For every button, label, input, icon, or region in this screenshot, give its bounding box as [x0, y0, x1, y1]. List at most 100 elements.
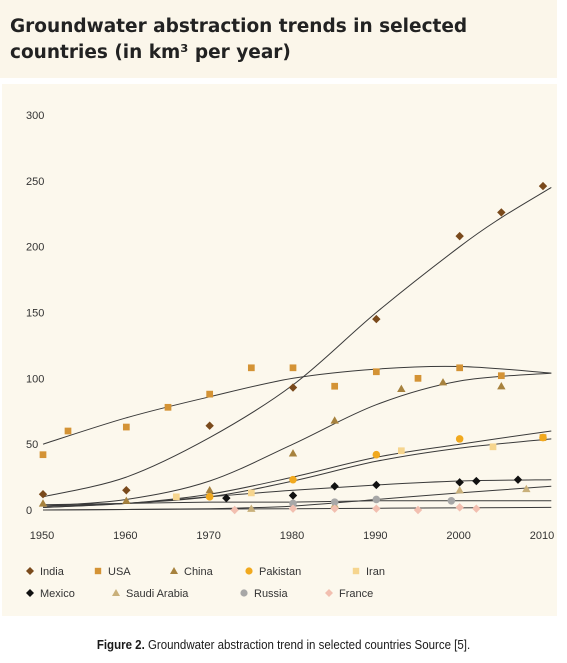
legend-label-pakistan: Pakistan: [259, 566, 301, 578]
point-usa: [247, 364, 255, 372]
legend-label-usa: USA: [108, 566, 131, 578]
point-usa: [39, 451, 47, 459]
legend-marker-saudi-arabia: [112, 589, 120, 596]
trend-line-usa: [42, 365, 552, 445]
legend-label-india: India: [40, 566, 65, 578]
legend-marker-iran: [352, 567, 360, 575]
x-tick-label: 1990: [363, 530, 387, 542]
point-iran: [172, 493, 180, 501]
point-russia: [447, 497, 456, 505]
point-usa: [372, 368, 380, 376]
legend-marker-pakistan: [245, 567, 253, 575]
point-china: [330, 416, 339, 424]
point-france: [230, 505, 239, 515]
point-india: [372, 314, 381, 324]
point-usa: [64, 427, 72, 435]
point-usa: [331, 382, 339, 390]
y-tick-label: 200: [26, 242, 44, 254]
x-tick-label: 1960: [113, 530, 137, 542]
point-india: [288, 383, 298, 392]
point-usa: [164, 403, 172, 411]
point-france: [413, 505, 423, 515]
legend-item-iran: Iran: [352, 566, 385, 578]
legend-item-mexico: Mexico: [26, 588, 75, 600]
point-usa: [206, 390, 214, 398]
point-russia: [330, 498, 339, 506]
point-india: [497, 208, 506, 217]
point-india: [38, 490, 48, 499]
point-usa: [122, 423, 130, 431]
y-tick-label: 50: [26, 439, 38, 451]
legend-label-iran: Iran: [366, 566, 385, 578]
legend-label-russia: Russia: [254, 588, 289, 600]
legend-item-france: France: [325, 588, 373, 600]
legend-item-russia: Russia: [240, 588, 289, 600]
point-pakistan: [289, 475, 297, 484]
legend-marker-china: [170, 567, 178, 574]
caption-text: Groundwater abstraction trend in selecte…: [144, 638, 471, 652]
point-usa: [456, 364, 464, 372]
point-france: [330, 504, 339, 513]
legend-marker-usa: [94, 567, 102, 575]
point-usa: [497, 372, 505, 380]
x-tick-label: 1950: [30, 530, 54, 542]
x-tick-label: 2000: [446, 530, 470, 542]
legend-marker-russia: [240, 589, 248, 597]
legend-label-mexico: Mexico: [40, 588, 75, 600]
point-france: [472, 504, 481, 513]
point-mexico: [288, 491, 298, 500]
point-china: [205, 486, 214, 494]
point-mexico: [222, 493, 231, 503]
point-india: [205, 421, 214, 430]
point-pakistan: [455, 435, 464, 443]
point-mexico: [455, 478, 464, 487]
y-tick-label: 300: [26, 110, 44, 122]
point-mexico: [513, 475, 523, 484]
point-china: [288, 449, 298, 457]
point-mexico: [372, 480, 381, 490]
caption-label: Figure 2.: [96, 638, 145, 652]
point-france: [288, 504, 298, 513]
legend-item-saudi-arabia: Saudi Arabia: [112, 588, 189, 600]
chart-title: Groundwater abstraction trends in select…: [10, 16, 468, 63]
legend-item-usa: USA: [94, 566, 131, 578]
point-france: [372, 504, 381, 513]
point-india: [122, 486, 131, 495]
figure-caption: Figure 2. Groundwater abstraction trend …: [23, 638, 545, 652]
point-saudi-arabia: [247, 504, 256, 512]
point-india: [455, 231, 464, 241]
point-saudi-arabia: [522, 484, 531, 493]
y-tick-label: 250: [26, 176, 44, 188]
title-band: Groundwater abstraction trends in select…: [0, 0, 557, 78]
point-pakistan: [539, 433, 547, 442]
point-china: [397, 384, 406, 393]
legend-marker-india: [26, 567, 34, 575]
y-tick-label: 150: [26, 308, 44, 320]
y-tick-label: 100: [26, 373, 44, 385]
legend-label-saudi-arabia: Saudi Arabia: [126, 588, 189, 600]
trend-line-india: [42, 186, 552, 498]
point-usa: [289, 364, 297, 372]
trend-line-iran: [42, 438, 552, 508]
x-tick-label: 1970: [196, 530, 220, 542]
point-china: [497, 382, 506, 390]
legend-marker-france: [325, 589, 333, 597]
point-mexico: [472, 476, 481, 486]
point-iran: [397, 447, 405, 455]
point-saudi-arabia: [455, 486, 464, 494]
legend-label-france: France: [339, 588, 373, 600]
point-india: [538, 181, 548, 191]
legend-item-china: China: [170, 566, 214, 578]
plot-area: 0 50 100 150 200 250 300 1950 1960 1970 1980 1990 20…: [2, 84, 557, 616]
legend-label-china: China: [184, 566, 214, 578]
point-pakistan: [372, 450, 381, 459]
chart-svg: 0 50 100 150 200 250 300 1950 1960 1970 1980 1990 20…: [26, 110, 554, 600]
legend-item-india: India: [26, 566, 65, 578]
point-pakistan: [205, 493, 214, 501]
y-tick-label: 0: [26, 505, 32, 517]
x-tick-label: 2010: [530, 530, 554, 542]
point-france: [455, 503, 464, 512]
x-tick-label: 1980: [280, 530, 304, 542]
point-iran: [489, 443, 497, 451]
point-russia: [372, 495, 381, 504]
